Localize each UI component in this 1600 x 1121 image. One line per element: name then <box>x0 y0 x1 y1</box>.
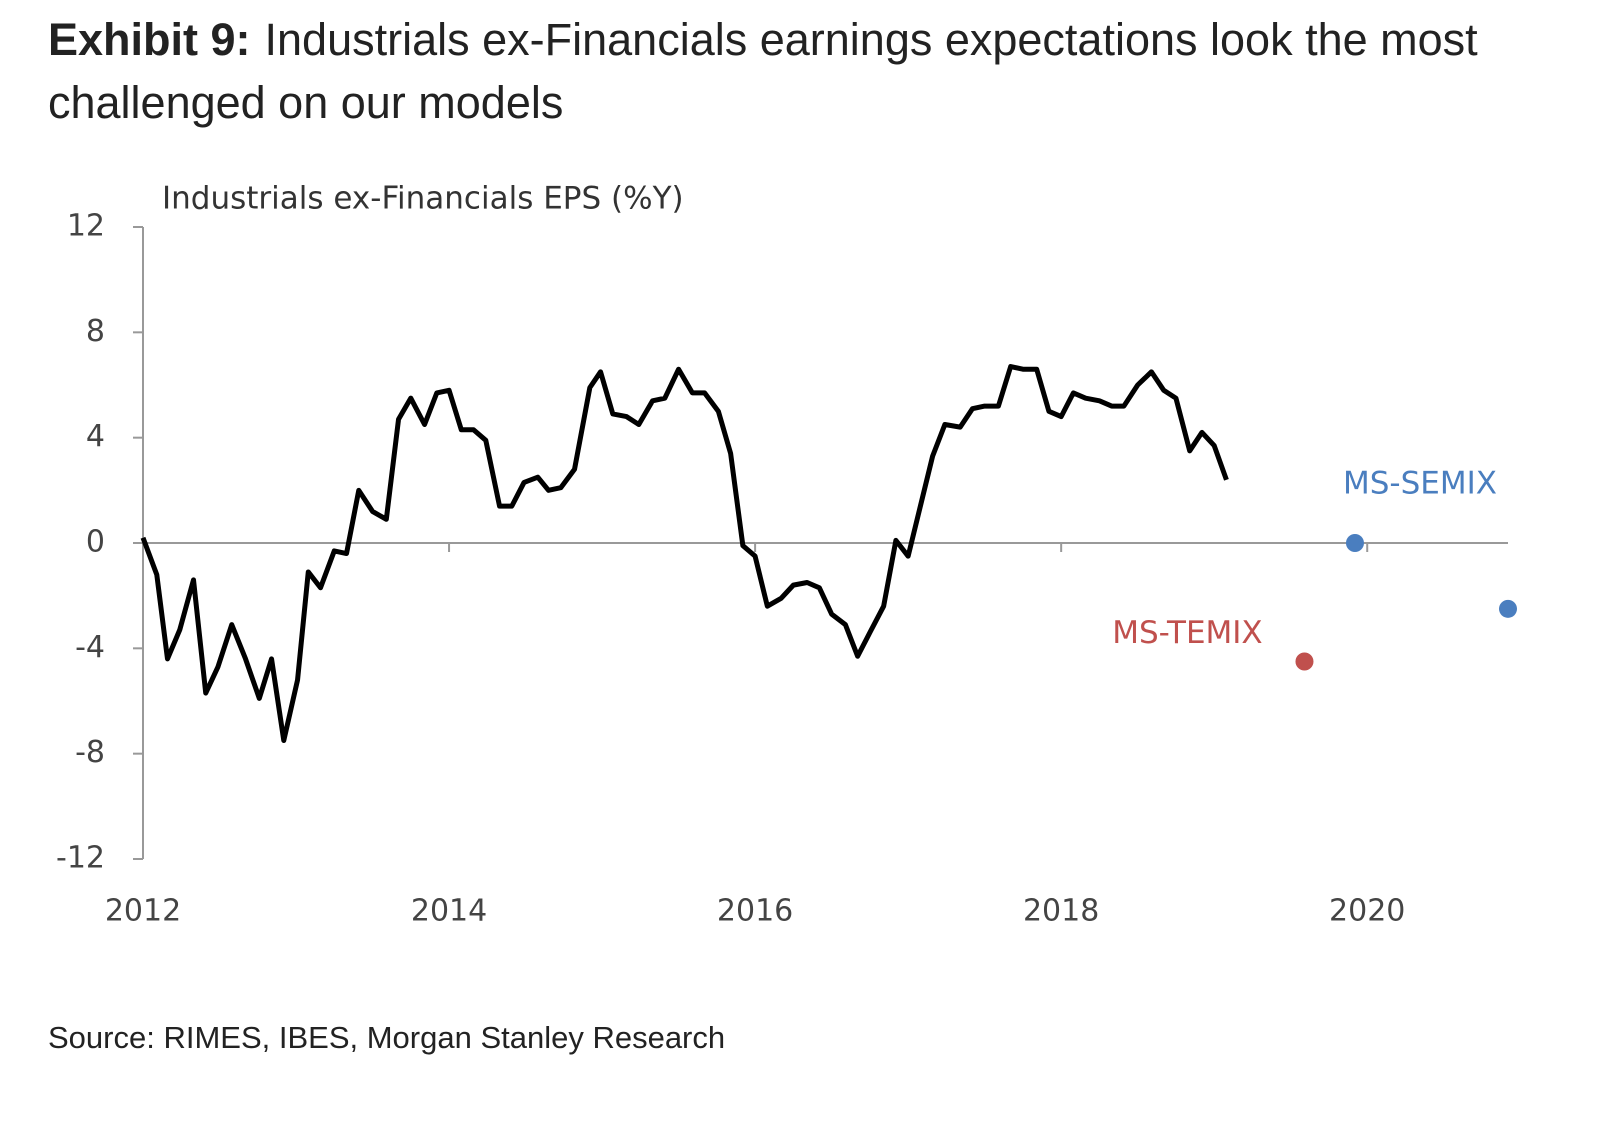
eps-line <box>140 364 1229 743</box>
x-tick-label: 2012 <box>105 894 181 929</box>
x-tick-label: 2016 <box>717 894 793 929</box>
chart-title: Industrials ex-Financials earnings expec… <box>48 14 1478 128</box>
y-axis-title: Industrials ex-Financials EPS (%Y) <box>162 181 684 217</box>
forecast-dot <box>1345 534 1364 552</box>
x-tick-label: 2020 <box>1329 894 1405 929</box>
series-label: MS-SEMIX <box>1343 466 1497 502</box>
forecast-dot <box>1295 652 1314 671</box>
y-tick-label: 8 <box>86 314 105 349</box>
exhibit-label: Exhibit 9: <box>48 14 251 65</box>
x-tick-label: 2018 <box>1023 894 1099 929</box>
y-tick-label: -8 <box>75 735 105 770</box>
source: Source: RIMES, IBES, Morgan Stanley Rese… <box>48 1020 726 1055</box>
series-label: MS-TEMIX <box>1112 615 1262 651</box>
y-tick-label: 12 <box>67 209 105 244</box>
x-tick-label: 2014 <box>411 894 487 929</box>
y-tick-label: 0 <box>86 525 105 560</box>
y-tick-label: -12 <box>56 841 105 876</box>
title-block: Exhibit 9: Industrials ex-Financials earn… <box>48 8 1548 134</box>
y-tick-label: 4 <box>86 419 105 454</box>
forecast-dot <box>1499 599 1517 618</box>
y-tick-label: -4 <box>75 630 105 665</box>
